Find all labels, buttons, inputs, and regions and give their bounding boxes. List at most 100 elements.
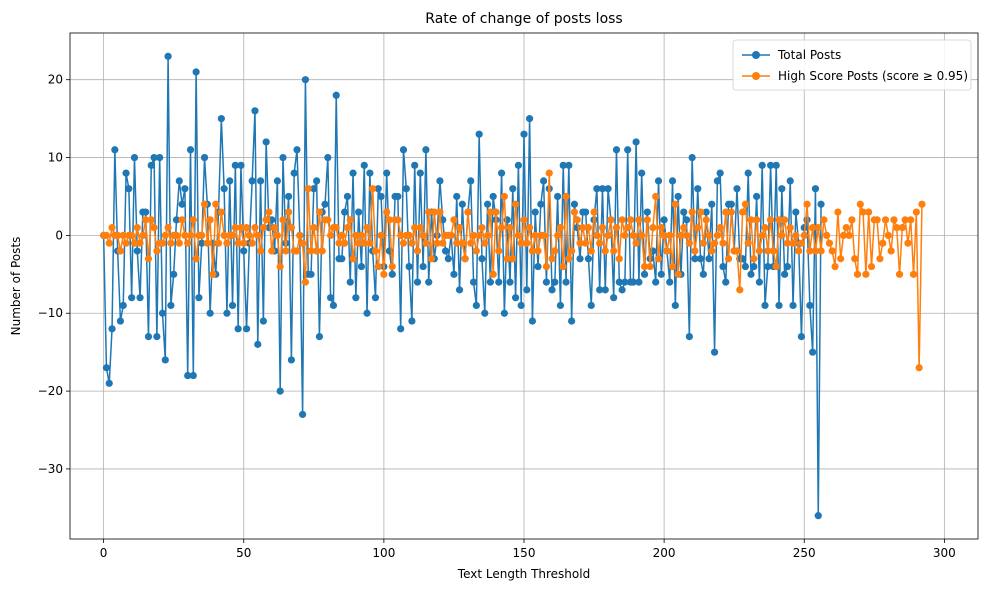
data-point [175, 177, 183, 185]
data-point [483, 231, 492, 239]
data-point [596, 286, 604, 294]
data-point [506, 224, 514, 232]
data-point [859, 208, 867, 216]
data-point [276, 387, 284, 395]
data-point [388, 262, 396, 271]
data-point [408, 239, 416, 247]
data-point [534, 262, 542, 271]
data-point [413, 247, 422, 255]
data-point [680, 208, 688, 216]
data-point [724, 255, 733, 263]
data-point [671, 200, 679, 208]
data-point [147, 161, 155, 169]
data-point [842, 224, 850, 232]
data-point [781, 270, 789, 278]
data-point [506, 278, 514, 286]
data-point [102, 364, 111, 372]
data-point [287, 356, 295, 364]
legend-marker-high-score-posts [752, 72, 760, 80]
data-point [355, 208, 363, 216]
data-point [789, 239, 797, 247]
y-axis-label: Number of Posts [9, 237, 23, 336]
data-point [848, 216, 856, 224]
data-point [750, 262, 758, 271]
data-point [907, 216, 915, 224]
data-point [612, 224, 621, 232]
data-point [290, 169, 298, 177]
data-point [727, 200, 735, 208]
data-point [542, 278, 551, 286]
data-point [708, 200, 716, 208]
data-point [657, 224, 665, 232]
data-point [352, 294, 360, 302]
data-point [719, 262, 727, 271]
data-point [380, 270, 388, 278]
data-point [156, 153, 164, 162]
data-point [341, 239, 349, 247]
data-point [461, 255, 469, 263]
data-point [394, 216, 402, 224]
data-point [444, 255, 452, 263]
data-point [699, 270, 707, 278]
data-point [186, 231, 195, 239]
data-point [601, 247, 609, 255]
data-point [593, 231, 601, 239]
data-point [713, 177, 721, 185]
data-point [596, 239, 604, 247]
data-point [556, 224, 565, 232]
data-point [262, 138, 270, 146]
data-point [523, 286, 531, 294]
data-point [231, 161, 239, 169]
data-point [545, 169, 553, 177]
data-point [643, 216, 651, 224]
data-point [772, 262, 780, 271]
data-point [783, 239, 792, 247]
data-point [377, 192, 385, 201]
data-point [806, 301, 814, 310]
data-point [691, 255, 699, 263]
data-point [360, 161, 368, 169]
data-point [116, 247, 125, 255]
data-point [540, 177, 548, 185]
data-point [811, 247, 820, 255]
data-point [397, 325, 405, 333]
data-point [497, 224, 506, 232]
data-point [621, 231, 629, 239]
data-point [450, 270, 458, 278]
data-point [688, 208, 696, 216]
data-point [509, 255, 517, 263]
data-point [618, 286, 626, 294]
series-layer [100, 52, 926, 520]
data-point [621, 278, 629, 286]
data-point [867, 262, 876, 271]
data-point [178, 200, 186, 208]
data-point [744, 169, 752, 177]
data-point [632, 138, 640, 146]
data-point [615, 278, 623, 286]
data-point [657, 270, 665, 278]
data-point [189, 371, 197, 380]
data-point [200, 153, 209, 162]
data-point [873, 216, 881, 224]
data-point [327, 294, 335, 302]
data-point [223, 239, 231, 247]
data-point [514, 161, 523, 169]
data-point [565, 255, 573, 263]
data-point [797, 239, 806, 247]
data-point [716, 224, 724, 232]
data-point [582, 239, 590, 247]
data-point [458, 239, 466, 247]
data-point [234, 239, 242, 247]
data-point [296, 231, 304, 239]
data-point [915, 364, 923, 372]
x-tick-label: 300 [933, 546, 956, 560]
data-point [582, 208, 590, 216]
data-point [677, 231, 685, 239]
data-point [492, 208, 500, 216]
data-point [119, 301, 127, 310]
data-point [783, 262, 792, 271]
data-point [652, 192, 660, 201]
data-point [778, 231, 786, 239]
data-point [584, 255, 593, 263]
